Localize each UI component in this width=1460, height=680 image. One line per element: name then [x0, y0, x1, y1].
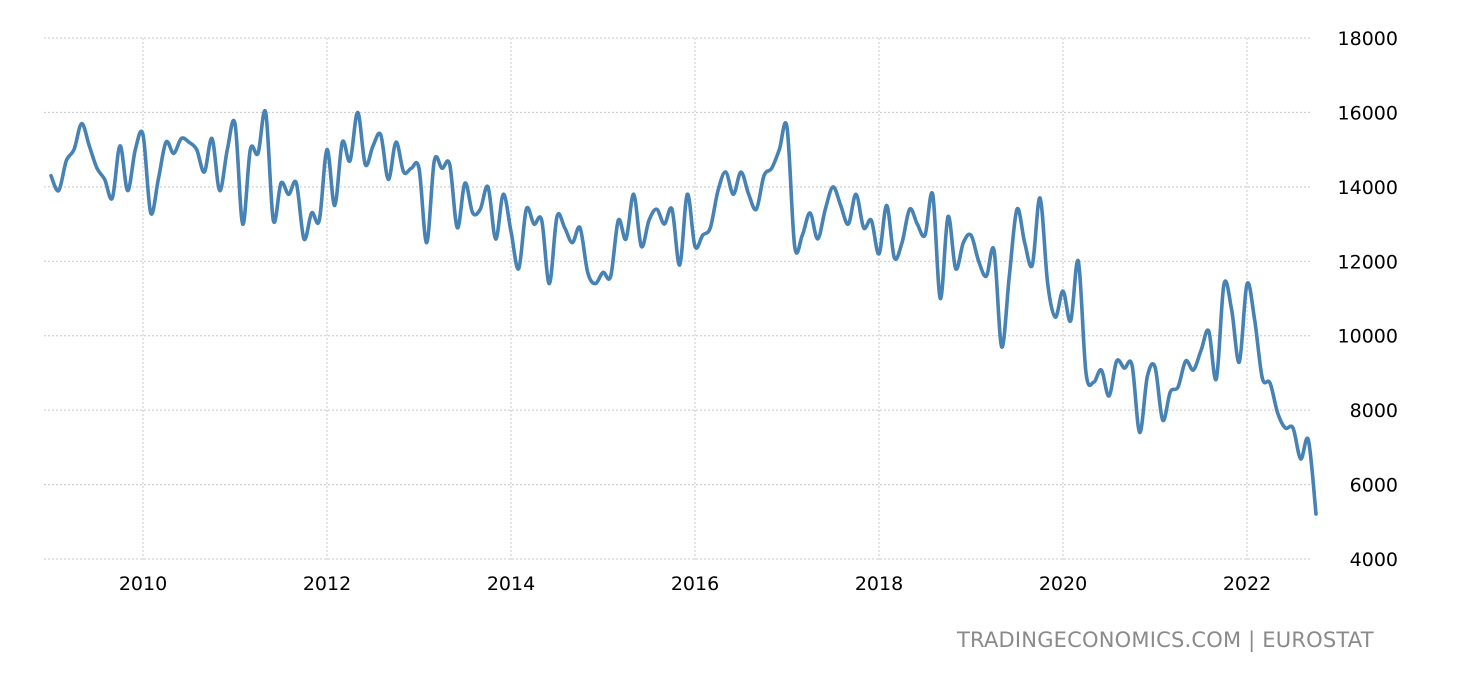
series	[49, 108, 1318, 516]
y-axis: 4000 6000 8000 10000 12000 14000 16000 18000	[1338, 28, 1398, 571]
y-tick-label: 18000	[1338, 28, 1398, 50]
x-tick-label: 2020	[1039, 573, 1087, 595]
y-tick-label: 10000	[1338, 326, 1398, 348]
y-tick-label: 4000	[1350, 549, 1398, 571]
y-tick-label: 8000	[1350, 400, 1398, 422]
series-line	[49, 108, 1318, 516]
x-tick-label: 2018	[855, 573, 903, 595]
grid	[44, 37, 1312, 561]
y-tick-label: 16000	[1338, 102, 1398, 124]
x-axis: 2010 2012 2014 2016 2018 2020 2022	[119, 573, 1271, 595]
x-tick-label: 2022	[1223, 573, 1271, 595]
y-tick-label: 12000	[1338, 251, 1398, 273]
x-tick-label: 2012	[303, 573, 351, 595]
x-tick-label: 2010	[119, 573, 167, 595]
source-credit: TRADINGECONOMICS.COM | EUROSTAT	[957, 628, 1374, 652]
y-tick-label: 14000	[1338, 177, 1398, 199]
y-tick-label: 6000	[1350, 475, 1398, 497]
x-tick-label: 2014	[487, 573, 535, 595]
x-tick-label: 2016	[671, 573, 719, 595]
